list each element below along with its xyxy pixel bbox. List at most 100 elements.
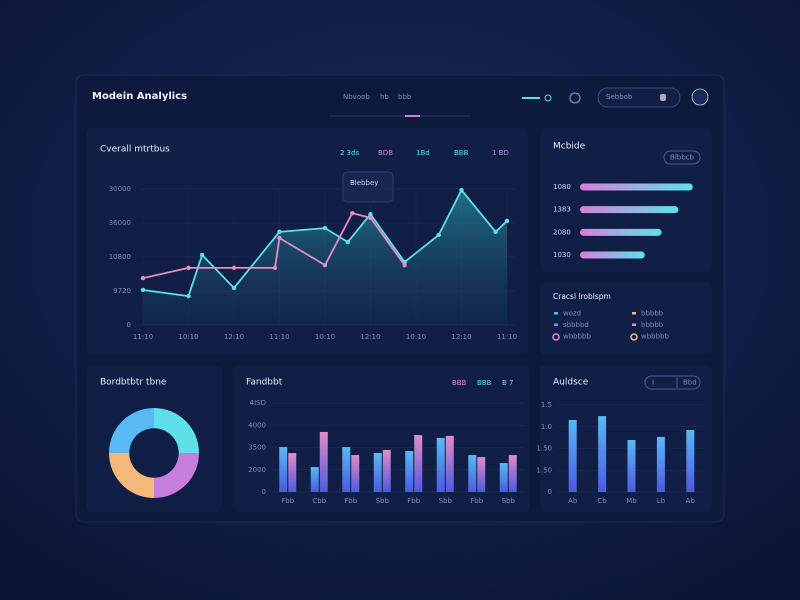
point — [350, 210, 355, 216]
legend-label: wbbbbb — [563, 333, 591, 341]
point — [272, 265, 278, 271]
bar — [580, 206, 679, 214]
legend-ring — [630, 333, 638, 341]
button[interactable] — [663, 150, 701, 165]
button-label[interactable]: Bbd — [683, 379, 697, 387]
legend-swatch — [632, 312, 636, 315]
bar — [468, 455, 477, 492]
bar — [279, 447, 288, 492]
y-tick-label: 1.5 — [541, 401, 552, 409]
legend-label: sbbbbd — [563, 321, 589, 329]
pie-slice — [154, 408, 199, 453]
button-group[interactable] — [644, 375, 701, 390]
y-tick-label: 1.50 — [536, 445, 552, 453]
x-tick-label: Mb — [626, 497, 637, 505]
legend-label: wozd — [563, 310, 581, 318]
icon[interactable] — [569, 92, 581, 104]
bar — [445, 435, 454, 492]
panel — [540, 282, 712, 355]
nav-item[interactable]: hb — [380, 93, 389, 101]
bar — [373, 453, 382, 492]
panel-title: Cverall mtrtbus — [100, 145, 170, 155]
x-tick-label: Fbb — [470, 497, 483, 505]
y-tick-label: 1.50 — [536, 466, 552, 474]
y-tick-label: 36000 — [109, 219, 131, 227]
x-tick-label: 10:10 — [315, 333, 335, 341]
point — [140, 275, 146, 281]
button-label[interactable]: I — [652, 379, 654, 387]
y-tick-label: 9720 — [113, 287, 131, 295]
legend-swatch — [554, 312, 558, 315]
search-box[interactable] — [597, 87, 681, 108]
x-tick-label: 12:10 — [224, 333, 244, 341]
bar — [436, 437, 445, 492]
point — [277, 229, 282, 235]
panel-title: Bordbtbtr tbne — [100, 378, 167, 388]
x-tick-label: Sbb — [502, 497, 516, 505]
button-label: Blbbcb — [670, 154, 694, 162]
legend-label: BBB — [477, 379, 492, 387]
legend-swatch — [554, 323, 558, 326]
point — [493, 229, 498, 235]
pie-slice — [109, 453, 154, 498]
point — [231, 285, 237, 291]
bar — [405, 451, 414, 492]
point — [345, 239, 350, 245]
x-tick-label: Fbb — [281, 497, 294, 505]
nav-item[interactable]: Nbvoob — [343, 93, 370, 101]
area — [143, 190, 507, 325]
legend-label: BBB — [452, 379, 467, 387]
x-tick-label: Sbb — [439, 497, 453, 505]
x-tick-label: Cbb — [312, 497, 326, 505]
bar — [477, 457, 486, 492]
x-tick-label: Fbb — [344, 497, 357, 505]
bar — [580, 183, 693, 191]
panel-title: Cracsl lroblspm — [553, 292, 611, 301]
tooltip-text: Blebbey — [350, 179, 378, 187]
y-tick-label: 30000 — [109, 185, 131, 193]
x-tick-label: Sbb — [376, 497, 390, 505]
legend-label: 1Bd — [416, 149, 430, 157]
x-tick-label: 10:10 — [178, 333, 198, 341]
x-tick-label: 12:10 — [360, 333, 380, 341]
y-tick-label: 0 — [127, 321, 131, 329]
bar-label: 1080 — [553, 183, 571, 191]
legend-ring — [552, 333, 560, 341]
legend-label: B 7 — [502, 379, 513, 387]
bar — [351, 455, 360, 492]
legend-label: bbbbb — [641, 310, 664, 318]
point — [402, 262, 407, 268]
avatar[interactable] — [691, 88, 709, 106]
legend-label: bbbbb — [641, 321, 664, 329]
point — [140, 287, 146, 293]
bar — [686, 430, 695, 492]
icon[interactable] — [544, 94, 552, 102]
nav-item[interactable]: bbb — [398, 93, 412, 101]
x-tick-label: Cb — [597, 497, 607, 505]
point — [459, 187, 464, 193]
bar — [319, 431, 328, 492]
bar — [656, 436, 665, 492]
legend-label: 2 3ds — [340, 149, 360, 157]
x-tick-label: 11:10 — [497, 333, 517, 341]
y-tick-label: 2000 — [248, 466, 266, 474]
x-tick-label: Ab — [568, 497, 578, 505]
y-tick-label: 1.0 — [541, 423, 552, 431]
y-tick-label: 4000 — [248, 421, 266, 429]
bar — [598, 416, 607, 492]
x-tick-label: Ab — [686, 497, 696, 505]
search-placeholder: Sebbob — [606, 93, 633, 101]
bar — [382, 449, 391, 492]
legend-label: BDB — [378, 149, 393, 157]
bar — [627, 440, 636, 492]
point — [231, 265, 237, 271]
point — [277, 235, 282, 241]
bar — [310, 467, 319, 492]
x-tick-label: 11:10 — [269, 333, 289, 341]
legend-label: BBB — [454, 149, 469, 157]
x-tick-label: 12:10 — [451, 333, 471, 341]
y-tick-label: 4ISD — [250, 399, 266, 407]
tooltip — [342, 171, 394, 203]
panel — [540, 365, 712, 512]
